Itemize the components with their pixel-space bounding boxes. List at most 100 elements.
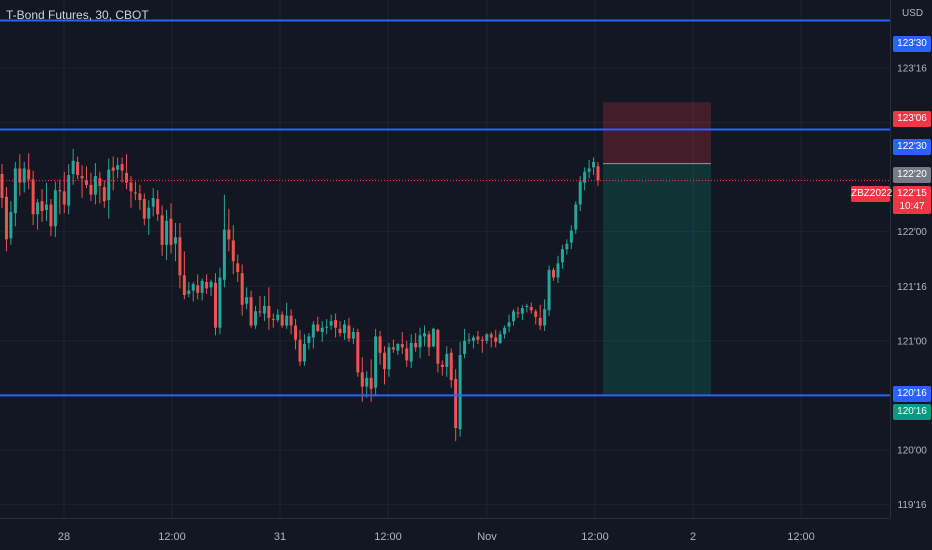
symbol-tag: ZBZ2022 xyxy=(851,186,892,202)
candle-body xyxy=(36,202,40,215)
candle-body xyxy=(280,314,284,326)
candle-body xyxy=(49,204,53,227)
candle-body xyxy=(227,229,231,240)
candle-body xyxy=(329,321,333,326)
candle-body xyxy=(254,311,258,326)
candle-body xyxy=(565,243,569,250)
candle-body xyxy=(463,340,467,354)
candle-body xyxy=(62,191,66,205)
candle-body xyxy=(543,309,547,326)
last-price-value: 122'15 xyxy=(897,188,927,199)
candle-body xyxy=(525,305,529,307)
candle-body xyxy=(209,281,213,288)
candle-body xyxy=(378,336,382,353)
candle-body xyxy=(80,176,84,179)
candle-body xyxy=(169,218,173,245)
candle-body xyxy=(596,166,600,181)
candle-body xyxy=(520,308,524,314)
candle-body xyxy=(85,180,89,185)
candle-body xyxy=(93,176,97,195)
candle-body xyxy=(245,297,249,304)
x-tick-label: 2 xyxy=(690,531,696,543)
candle-body xyxy=(494,337,498,342)
candle-body xyxy=(511,311,515,322)
candle-body xyxy=(503,327,507,335)
candle-body xyxy=(387,347,391,370)
candle-body xyxy=(182,275,186,295)
candle-body xyxy=(405,348,409,361)
y-tick-label: 121'16 xyxy=(897,282,927,293)
candle-body xyxy=(414,342,418,348)
candle-body xyxy=(471,337,475,341)
candle-body xyxy=(351,332,355,339)
candle-body xyxy=(458,354,462,430)
candle-body xyxy=(178,237,182,276)
level-low-tag[interactable]: 120'16 xyxy=(893,386,931,402)
candle-body xyxy=(365,377,369,387)
candle-body xyxy=(583,171,587,183)
candle-body xyxy=(449,352,453,381)
x-tick-label: 28 xyxy=(58,531,70,543)
candle-body xyxy=(262,305,266,314)
stop-price-tag: 123'06 xyxy=(893,111,931,127)
candle-body xyxy=(111,167,115,171)
entry-price-tag: 122'20 xyxy=(893,167,931,183)
candle-body xyxy=(71,160,75,174)
y-tick-label: 123'16 xyxy=(897,64,927,75)
candle-body xyxy=(173,237,177,244)
candle-body xyxy=(191,284,195,291)
y-tick-label: 119'16 xyxy=(898,500,927,511)
candle-body xyxy=(129,182,133,192)
candle-body xyxy=(383,352,387,370)
candle-body xyxy=(307,336,311,343)
x-tick-label: 12:00 xyxy=(787,531,815,543)
candle-body xyxy=(116,165,120,170)
candle-body xyxy=(289,315,293,326)
level-mid-tag[interactable]: 122'30 xyxy=(893,139,931,155)
candle-body xyxy=(516,312,520,314)
candle-body xyxy=(409,342,413,362)
candle-body xyxy=(476,336,480,340)
candle-body xyxy=(294,325,298,340)
level-top-tag[interactable]: 123'30 xyxy=(893,36,931,52)
candle-body xyxy=(120,164,124,171)
candle-body xyxy=(431,328,435,347)
candle-body xyxy=(0,173,4,198)
candle-body xyxy=(53,190,57,227)
candle-body xyxy=(356,332,360,373)
candle-body xyxy=(423,333,427,337)
candle-body xyxy=(107,169,111,201)
candle-body xyxy=(196,285,200,293)
candle-body xyxy=(400,344,404,348)
candle-body xyxy=(267,305,271,318)
candle-body xyxy=(529,306,533,311)
candle-body xyxy=(556,263,560,278)
x-tick-label: Nov xyxy=(477,531,497,543)
bar-countdown: 10:47 xyxy=(899,201,925,212)
y-tick-label: 120'00 xyxy=(897,445,927,456)
candle-body xyxy=(138,193,142,201)
candle-body xyxy=(9,212,13,239)
candle-body xyxy=(445,353,449,367)
candle-body xyxy=(578,181,582,205)
candle-body xyxy=(102,187,106,202)
candle-body xyxy=(592,161,596,168)
y-tick-label: 121'00 xyxy=(897,336,927,347)
candle-body xyxy=(156,199,160,215)
candle-body xyxy=(125,172,129,183)
candle-body xyxy=(22,168,26,183)
candle-body xyxy=(147,207,151,219)
stop-loss-zone xyxy=(603,102,711,164)
candle-body xyxy=(31,179,35,215)
candle-body xyxy=(311,324,315,338)
candle-body xyxy=(240,273,244,305)
candle-body xyxy=(427,334,431,348)
candle-body xyxy=(67,175,71,206)
candle-body xyxy=(302,344,306,362)
candle-body xyxy=(342,324,346,334)
candle-body xyxy=(498,334,502,343)
candle-body xyxy=(538,317,542,326)
candle-body xyxy=(454,378,458,429)
candle-body xyxy=(151,197,155,207)
